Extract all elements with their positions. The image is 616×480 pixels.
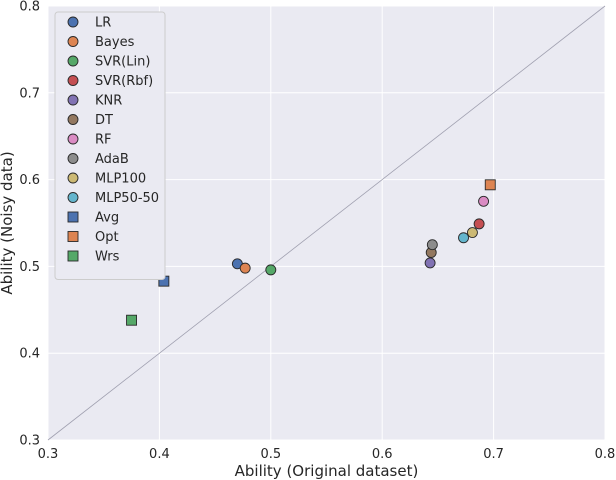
- legend-marker-adab: [67, 153, 79, 164]
- point-wrs: [126, 314, 138, 326]
- legend-label-mlp50-50: MLP50-50: [95, 191, 159, 206]
- legend-marker-lr: [67, 16, 79, 28]
- y-tick-label: 0.3: [19, 434, 40, 449]
- legend-label-wrs: Wrs: [95, 250, 120, 265]
- legend-label-mlp100: MLP100: [95, 172, 146, 187]
- legend-label-svr-rbf-: SVR(Rbf): [95, 74, 153, 89]
- x-tick-label: 0.7: [483, 447, 504, 462]
- legend-label-rf: RF: [95, 133, 112, 148]
- y-tick-label: 0.8: [19, 0, 40, 15]
- y-tick-label: 0.4: [19, 347, 40, 362]
- y-tick-label: 0.7: [19, 86, 40, 101]
- legend-label-svr-lin-: SVR(Lin): [95, 55, 150, 70]
- point-mlp100: [466, 227, 478, 238]
- legend-label-bayes: Bayes: [95, 35, 135, 50]
- x-tick-label: 0.8: [595, 447, 616, 462]
- legend-marker-wrs: [67, 250, 79, 262]
- x-axis-ticks: 0.3 0.4 0.5 0.6 0.7 0.8: [38, 447, 616, 462]
- legend-marker-knr: [67, 94, 79, 106]
- x-axis-label: Ability (Original dataset): [235, 462, 419, 480]
- x-tick-label: 0.3: [38, 447, 59, 462]
- legend-label-adab: AdaB: [95, 152, 129, 167]
- x-tick-label: 0.5: [260, 447, 281, 462]
- y-tick-label: 0.6: [19, 173, 40, 188]
- legend-marker-mlp100: [67, 172, 79, 184]
- point-bayes: [239, 262, 251, 274]
- point-rf: [478, 195, 490, 207]
- legend-marker-dt: [67, 114, 79, 125]
- legend-marker-rf: [67, 133, 79, 145]
- point-mlp50-50: [458, 232, 469, 244]
- legend-marker-opt: [67, 231, 79, 242]
- legend-marker-svr-rbf-: [67, 75, 79, 86]
- point-knr: [424, 257, 436, 269]
- x-tick-label: 0.4: [149, 447, 170, 462]
- legend-marker-mlp50-50: [67, 192, 79, 203]
- legend-marker-svr-lin-: [67, 55, 79, 67]
- legend-marker-avg: [67, 211, 79, 223]
- point-svr-lin-: [265, 264, 277, 276]
- y-axis-label: Ability (Noisy data): [0, 151, 16, 294]
- legend-label-avg: Avg: [95, 211, 119, 226]
- point-opt: [484, 179, 496, 191]
- legend: LR Bayes SVR(Lin) SVR(Rbf) KNR DT RF AdaB MLP1…: [54, 11, 166, 280]
- point-svr-rbf-: [473, 218, 485, 230]
- diagonal-reference-line: [47, 5, 606, 441]
- data-points: [126, 179, 496, 326]
- legend-label-opt: Opt: [95, 230, 119, 245]
- y-tick-label: 0.5: [19, 260, 40, 275]
- legend-box: [54, 11, 166, 280]
- point-adab: [426, 239, 438, 251]
- legend-label-dt: DT: [95, 113, 113, 128]
- x-tick-label: 0.6: [372, 447, 393, 462]
- legend-label-knr: KNR: [95, 94, 122, 109]
- legend-label-lr: LR: [95, 16, 111, 31]
- y-axis-ticks: 0.3 0.4 0.5 0.6 0.7 0.8: [19, 0, 40, 449]
- legend-marker-bayes: [67, 36, 79, 47]
